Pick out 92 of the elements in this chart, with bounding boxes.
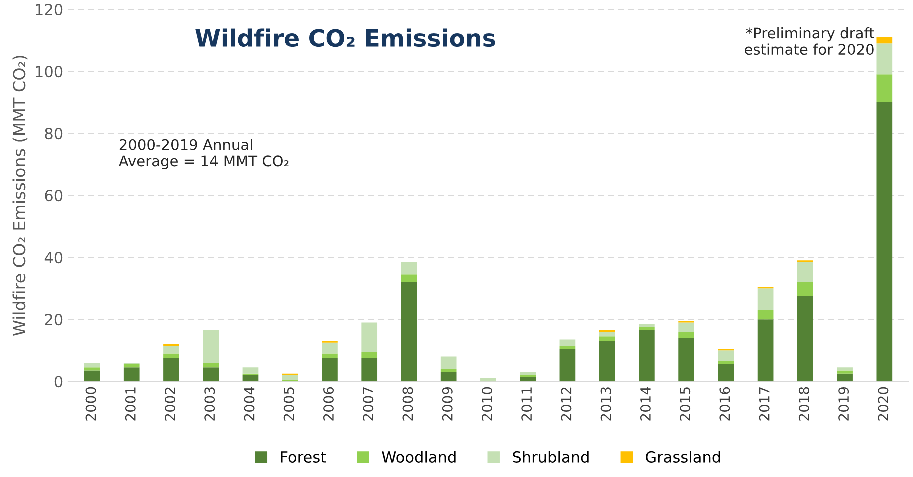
legend-label: Forest [281,452,326,463]
bar [440,372,457,382]
legend-label: Shrubland [513,451,589,463]
x-tick-label: 2014 [640,387,651,421]
text: Wildfire CO₂ Emissions [196,28,496,48]
x-tick-label: 2017 [759,388,770,421]
bar [322,342,338,354]
x-tick-label: 2006 [323,387,334,421]
x-tick-label: 2010 [482,387,492,421]
x-tick-label: 2007 [363,388,374,421]
bar [639,330,655,382]
bar [718,364,734,382]
bar [282,375,298,380]
bar [599,332,616,337]
bar [718,361,734,365]
bar [837,370,853,374]
bar [242,375,259,382]
bar [758,320,774,382]
bar [322,354,338,358]
bar [401,262,418,275]
x-tick-label: 2020 [878,387,889,421]
x-tick-label: 2000 [86,387,96,421]
x-tick-label: 2012 [561,388,572,421]
bar [322,358,338,382]
bar [84,368,100,371]
y-tick-label: 20 [45,314,63,326]
bar [401,282,418,382]
bar [758,310,774,320]
y-tick-label: 0 [54,376,63,388]
bar [164,346,180,354]
bar [84,370,100,382]
bar [560,340,576,346]
bar [362,358,378,382]
y-tick-label: 100 [36,66,63,78]
legend-label: Grassland [646,451,720,463]
x-tick-label: 2001 [125,388,136,421]
x-tick-label: 2008 [402,387,414,421]
bar [837,368,853,371]
bar [124,364,140,368]
bar [797,296,814,382]
legend-label: Woodland [382,451,456,463]
x-tick-label: 2018 [798,387,810,421]
bar [639,324,655,328]
bar [440,369,457,372]
x-tick-label: 2016 [720,387,730,421]
bar [876,44,893,75]
y-tick-label: 120 [36,4,63,16]
bar [203,330,220,363]
bar [362,322,378,352]
x-tick-label: 2009 [442,387,453,421]
y-tick-label: 40 [44,252,63,264]
y-axis-title: Wildfire CO₂ Emissions (MMT CO₂) [12,56,28,336]
bar [876,74,893,103]
bar [164,354,180,358]
bar [599,336,616,342]
x-tick-label: 2019 [838,387,850,421]
bar [560,346,576,350]
annotation: *Preliminary draft estimate for 2020 [745,27,874,56]
bar [520,372,536,376]
bar [678,332,694,338]
bar [797,262,814,282]
bar [876,102,893,382]
annotation: 2000-2019 Annual Average = 14 MMT CO₂ [118,139,289,170]
bar [362,352,378,358]
x-tick-label: 2004 [244,387,255,421]
bar [599,341,616,382]
bar [758,288,774,310]
bar [440,356,457,370]
bar [876,37,893,44]
bar [678,338,694,382]
bar [242,368,259,374]
x-tick-label: 2005 [284,388,294,421]
bar [837,374,853,382]
bar [718,350,734,362]
bar [401,274,418,282]
bar [164,358,180,382]
bar [560,349,576,382]
bar [797,282,814,296]
bar [203,368,220,382]
x-tick-label: 2011 [522,388,532,421]
bar [639,327,655,330]
bar [124,368,140,382]
x-tick-label: 2013 [600,388,612,421]
bar [678,322,694,332]
x-tick-label: 2015 [680,388,691,421]
y-tick-label: 60 [45,190,63,202]
bar [203,362,220,368]
bar [84,362,100,368]
bar [520,376,536,382]
x-tick-label: 2003 [204,388,216,421]
y-tick-label: 80 [45,128,63,140]
x-tick-label: 2002 [165,388,176,421]
